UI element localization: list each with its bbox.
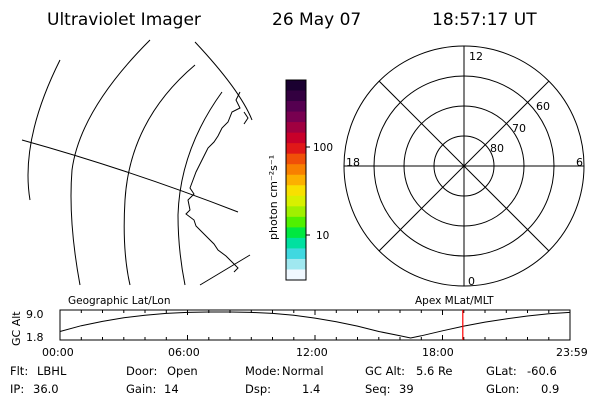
x-tick-label-18-00: 18:00 [422, 346, 454, 359]
colorbar-cell [286, 248, 306, 260]
glat-value: -60.6 [527, 364, 557, 378]
colorbar-cell [286, 80, 306, 92]
instrument-title: Ultraviolet Imager [47, 10, 201, 30]
colorbar-cell [286, 111, 306, 123]
gc-alt-label: GC Alt: [365, 364, 405, 378]
dsp-label: Dsp: [245, 382, 271, 396]
colorbar [286, 80, 306, 281]
latitude-arc-3 [123, 64, 196, 286]
x-tick-label-12-00: 12:00 [296, 346, 328, 359]
ip-label: IP: [10, 382, 24, 396]
seq-label: Seq: [365, 382, 391, 396]
colorbar-cell [286, 132, 306, 144]
geographic-panel-label: Geographic Lat/Lon [68, 295, 170, 307]
colorbar-cell [286, 216, 306, 228]
latitude-arc-2 [70, 39, 151, 286]
seq-value: 39 [399, 382, 414, 396]
gain-label: Gain: [126, 382, 156, 396]
date-label: 26 May 07 [272, 10, 361, 30]
mlat-label-70: 70 [512, 122, 526, 135]
polar-diagonal-2 [378, 80, 550, 252]
colorbar-tick-label-100: 100 [313, 142, 333, 154]
mode-value: Normal [282, 364, 324, 378]
gc-alt-value: 5.6 Re [416, 364, 453, 378]
latitude-arc-4 [177, 91, 223, 286]
polar-plot [343, 45, 585, 287]
colorbar-cell [286, 237, 306, 250]
mlt-label-18: 18 [346, 156, 360, 169]
longitude-line-3 [199, 254, 251, 286]
colorbar-cell [286, 122, 306, 134]
colorbar-cell [286, 164, 306, 176]
polar-panel-label: Apex MLat/MLT [415, 295, 494, 307]
gain-value: 14 [164, 382, 179, 396]
geographic-map [21, 39, 253, 286]
glat-label: GLat: [486, 364, 517, 378]
door-label: Door: [126, 364, 157, 378]
ip-value: 36.0 [33, 382, 59, 396]
y-tick-label-1-8: 1.8 [26, 331, 44, 344]
info-row-2: IP: 36.0 Gain: 14 Dsp: 1.4 Seq: 39 GLon:… [10, 382, 559, 396]
mlat-label-80: 80 [490, 142, 504, 155]
colorbar-unit-label: photon cm⁻²s⁻¹ [267, 155, 280, 240]
time-label: 18:57:17 UT [432, 10, 537, 30]
colorbar-cell [286, 174, 306, 186]
x-tick-label-23-59: 23:59 [556, 346, 588, 359]
colorbar-cell [286, 227, 306, 239]
coastline-islands [243, 111, 249, 125]
x-tick-label-06-00: 06:00 [168, 346, 200, 359]
colorbar-cell [286, 195, 306, 207]
colorbar-cell [286, 90, 306, 102]
glon-value: 0.9 [541, 382, 559, 396]
mlt-label-12: 12 [469, 50, 483, 63]
colorbar-cell [286, 185, 306, 197]
colorbar-cell [286, 101, 306, 113]
filter-value: LBHL [37, 364, 67, 378]
glon-label: GLon: [486, 382, 519, 396]
colorbar-tick-label-10: 10 [316, 230, 329, 242]
door-value: Open [167, 364, 198, 378]
mode-label: Mode: [245, 364, 280, 378]
coastline [185, 91, 241, 273]
mlt-label-0: 0 [468, 275, 475, 288]
mlt-label-6: 6 [576, 156, 583, 169]
info-row-1: Flt: LBHL Door: Open Mode: Normal GC Alt… [10, 364, 557, 378]
x-tick-label-00-00: 00:00 [42, 346, 74, 359]
colorbar-cell [286, 269, 306, 281]
dsp-value: 1.4 [302, 382, 320, 396]
mlat-label-60: 60 [536, 100, 550, 113]
y-tick-label-9-0: 9.0 [26, 308, 44, 321]
colorbar-cell [286, 206, 306, 218]
altitude-x-ticks [59, 310, 571, 340]
filter-label: Flt: [10, 364, 28, 378]
colorbar-cell [286, 258, 306, 271]
longitude-line-1 [21, 139, 239, 213]
colorbar-cell [286, 143, 306, 155]
latitude-arc-1 [27, 59, 61, 201]
colorbar-frame [285, 79, 307, 281]
longitude-line-2 [194, 41, 253, 121]
colorbar-cell [286, 153, 306, 165]
altitude-series-line [59, 311, 571, 339]
altitude-axis-label: GC Alt [10, 311, 23, 346]
